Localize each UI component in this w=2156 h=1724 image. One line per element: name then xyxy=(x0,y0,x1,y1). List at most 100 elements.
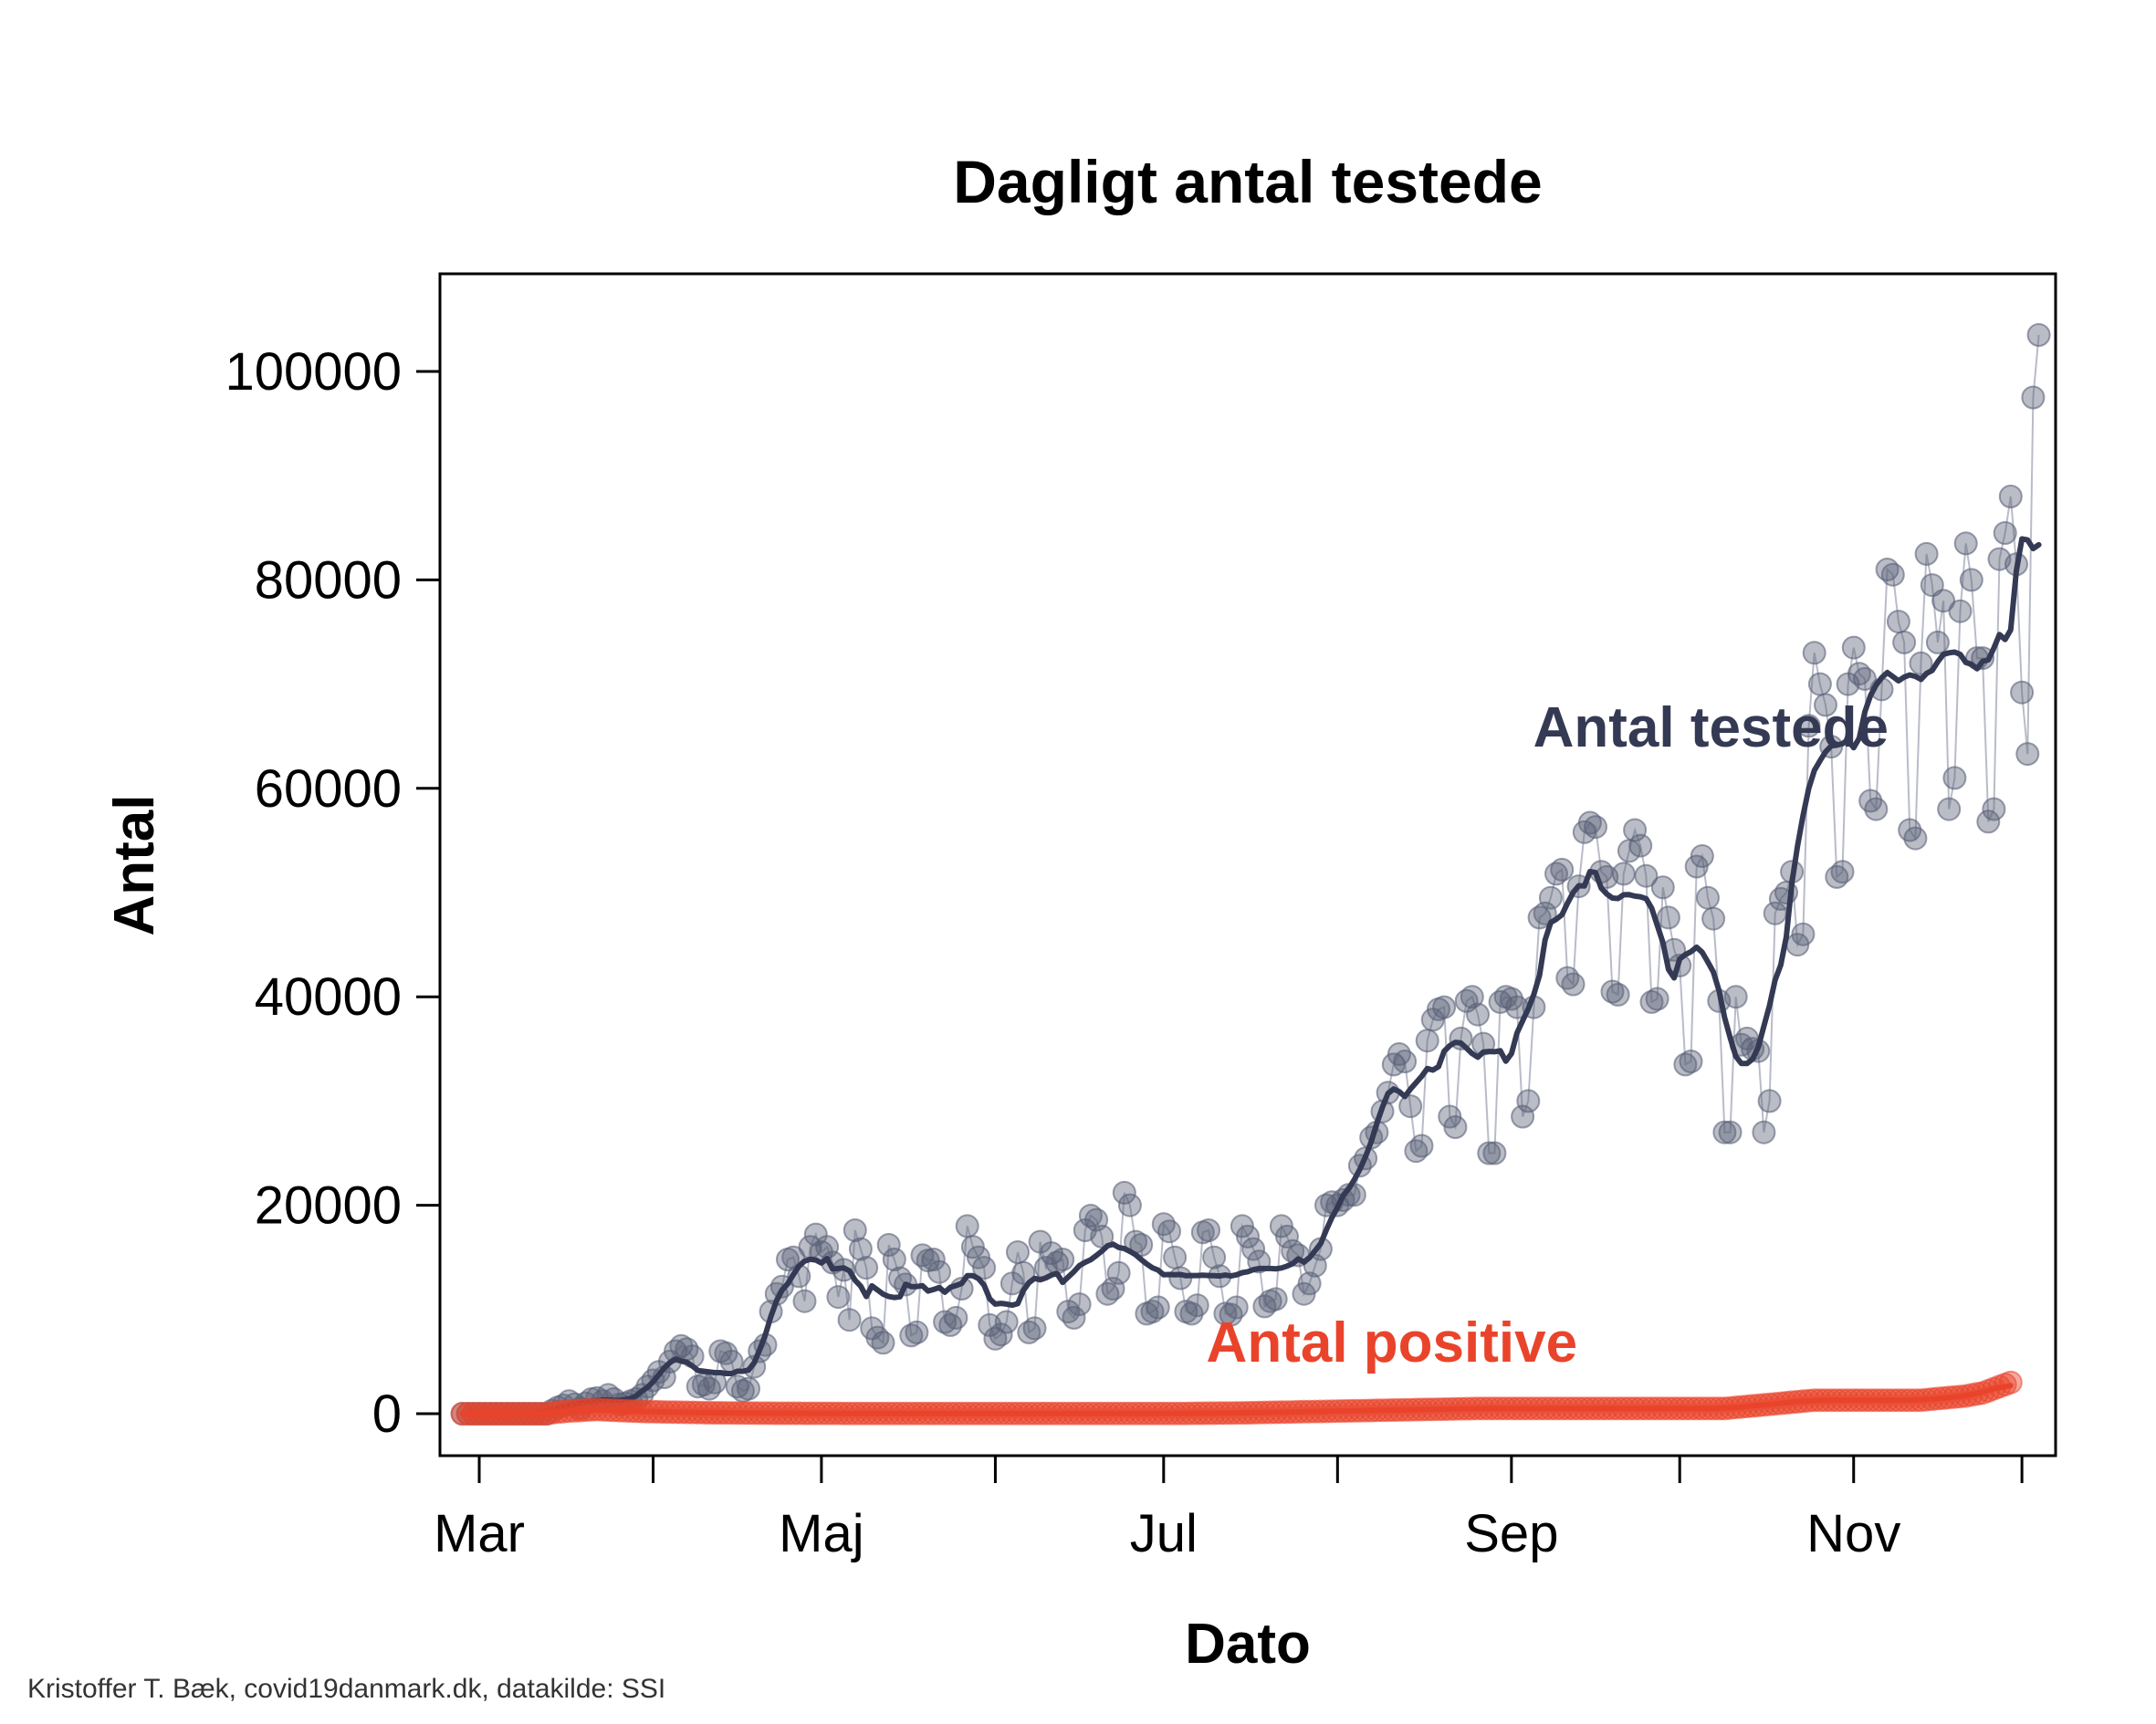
testede-point xyxy=(1477,1141,1502,1165)
testede-point xyxy=(1656,905,1680,930)
testede-point xyxy=(1611,862,1636,886)
testede-point xyxy=(1584,815,1607,840)
testede-point xyxy=(1163,1245,1188,1269)
testede-point xyxy=(944,1305,968,1330)
testede-point xyxy=(1538,885,1563,910)
y-tick-label: 60000 xyxy=(255,759,402,819)
testede-point xyxy=(2010,680,2035,705)
testede-point xyxy=(1393,1050,1418,1073)
testede-point xyxy=(1185,1293,1209,1318)
testede-point xyxy=(1415,1029,1439,1053)
plot-frame xyxy=(438,272,2057,1458)
series-label-antal-positive: Antal positive xyxy=(1207,1311,1578,1374)
plot-area xyxy=(450,323,2051,1426)
testede-point xyxy=(826,1285,851,1310)
testede-point xyxy=(1129,1233,1154,1257)
testede-point xyxy=(1701,906,1726,931)
testede-point xyxy=(1398,1094,1423,1119)
testede-point xyxy=(1628,833,1653,858)
testede-point xyxy=(1062,1305,1086,1330)
testede-point xyxy=(1892,630,1917,654)
testede-point xyxy=(1971,646,1995,671)
testede-point xyxy=(1011,1260,1036,1285)
testede-point xyxy=(1241,1237,1266,1261)
testede-point xyxy=(2021,385,2046,410)
testede-point xyxy=(837,1308,862,1332)
testede-point xyxy=(921,1248,946,1271)
testede-point xyxy=(1903,826,1928,851)
testede-point xyxy=(1263,1287,1288,1311)
testede-point xyxy=(1067,1292,1092,1317)
testede-point xyxy=(1650,875,1675,900)
testede-point xyxy=(1236,1224,1260,1249)
testede-point xyxy=(1696,885,1720,910)
testede-point xyxy=(1443,1115,1468,1139)
y-axis: 0 20000 40000 60000 80000 100000 xyxy=(225,342,440,1444)
testede-point xyxy=(1931,589,1956,613)
testede-point xyxy=(1157,1219,1181,1244)
testede-point xyxy=(2026,323,2051,347)
positive-trend-line xyxy=(459,1383,2014,1416)
testede-point xyxy=(1561,972,1586,997)
testede-point xyxy=(1482,1141,1507,1165)
testede-point xyxy=(927,1259,951,1284)
testede-point xyxy=(1752,1120,1776,1144)
testede-point xyxy=(1993,521,2017,545)
y-axis-title: Antal xyxy=(103,795,166,936)
x-tick-label: Jul xyxy=(1130,1504,1198,1563)
x-tick-label: Nov xyxy=(1806,1504,1900,1563)
testede-point xyxy=(905,1320,929,1344)
testede-point xyxy=(854,1256,879,1280)
series-label-antal-testede: Antal testede xyxy=(1533,696,1889,759)
source-caption: Kristoffer T. Bæk, covid19danmark.dk, da… xyxy=(27,1674,665,1704)
testede-point xyxy=(1718,1120,1743,1144)
testede-point xyxy=(1909,651,1933,675)
testede-point xyxy=(1853,666,1877,691)
testede-point xyxy=(955,1214,979,1238)
testede-point xyxy=(1409,1134,1434,1158)
testede-point xyxy=(1106,1260,1131,1285)
testede-point xyxy=(1807,672,1832,696)
testede-point xyxy=(1146,1295,1170,1320)
testede-point xyxy=(1006,1240,1030,1264)
x-tick-label: Mar xyxy=(434,1504,525,1563)
testede-point xyxy=(1791,922,1816,946)
testede-point xyxy=(1516,1089,1541,1113)
testede-point xyxy=(989,1322,1013,1347)
testede-point xyxy=(994,1310,1019,1334)
testede-point xyxy=(871,1331,895,1355)
testede-point xyxy=(1802,641,1826,665)
testede-point xyxy=(1051,1248,1075,1271)
testede-point xyxy=(848,1237,873,1261)
testede-point xyxy=(2015,742,2040,767)
testede-point xyxy=(1645,987,1669,1011)
testede-point xyxy=(1757,1089,1782,1113)
testede-point xyxy=(1460,985,1484,1009)
x-tick-label: Sep xyxy=(1464,1504,1558,1563)
testede-point xyxy=(1432,995,1457,1019)
testede-point xyxy=(1937,797,1962,821)
x-tick-label: Maj xyxy=(779,1504,863,1563)
testede-point xyxy=(1712,1120,1737,1144)
testede-point xyxy=(1841,635,1866,660)
testede-point xyxy=(1550,857,1575,882)
testede-point xyxy=(1948,599,1973,623)
testede-point xyxy=(1959,568,1983,592)
testede-point xyxy=(1606,982,1630,1007)
testede-point xyxy=(1723,985,1748,1009)
testede-point xyxy=(1796,714,1821,738)
testede-point xyxy=(1197,1218,1220,1242)
testede-point xyxy=(1886,610,1910,634)
testede-point xyxy=(882,1248,906,1271)
testede-point xyxy=(1112,1180,1136,1205)
testede-point xyxy=(1998,485,2023,508)
testede-point xyxy=(1297,1271,1322,1296)
testede-point xyxy=(1982,797,2006,821)
testede-point xyxy=(1925,630,1950,654)
testede-point xyxy=(1117,1193,1142,1217)
y-tick-label: 20000 xyxy=(255,1176,402,1236)
testede-point xyxy=(876,1233,901,1257)
testede-point xyxy=(972,1256,997,1280)
testede-point xyxy=(1202,1245,1227,1269)
